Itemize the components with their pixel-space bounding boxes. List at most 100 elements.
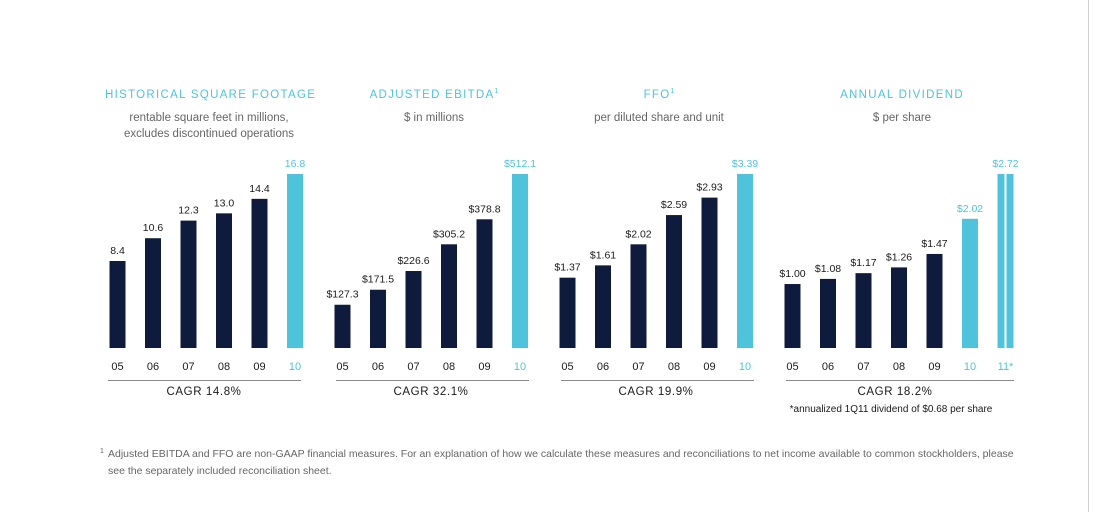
bar-value-label: $2.72 — [992, 158, 1018, 170]
bar-06 — [145, 238, 161, 348]
bar-value-label: $171.5 — [362, 274, 394, 286]
x-tick-label: 05 — [561, 361, 573, 373]
panel-ffo: FFO1 per diluted share and unit $1.37 05 $… — [554, 0, 763, 430]
x-tick-label: 05 — [111, 361, 123, 373]
ffo-chart: $1.37 05 $1.61 06 $2.02 07 $2.59 08 $2.93 09 $3.39… — [554, 158, 758, 373]
panel-adjusted-ebitda: ADJUSTED EBITDA1 $ in millions $127.3 05 $… — [326, 0, 538, 430]
footnote: 1 Adjusted EBITDA and FFO are non-GAAP f… — [100, 446, 1023, 480]
bar-value-label: $1.17 — [850, 257, 876, 269]
x-tick-label: 10 — [964, 361, 976, 373]
bar-value-label: $3.39 — [732, 158, 758, 170]
cagr-label: CAGR 18.2% — [857, 386, 933, 398]
cagr-label: CAGR 19.9% — [618, 386, 694, 398]
panel-title: HISTORICAL SQUARE FOOTAGE — [105, 89, 317, 101]
panel-annual-dividend: ANNUAL DIVIDEND $ per share $1.00 05 $1.08… — [779, 0, 1024, 430]
bar-value-label: 13.0 — [214, 197, 235, 209]
cagr-rule — [786, 380, 1014, 381]
x-tick-label: 10 — [739, 361, 751, 373]
bar-value-label: 12.3 — [178, 205, 199, 217]
x-tick-label: 09 — [478, 361, 490, 373]
bar-value-label: $305.2 — [433, 228, 465, 240]
bar-08 — [441, 244, 457, 348]
bar-value-label: $2.59 — [661, 199, 687, 211]
bar-value-label: $512.1 — [504, 158, 536, 170]
bar-value-label: $1.37 — [554, 262, 580, 274]
bar-value-label: $127.3 — [326, 289, 358, 301]
bar-value-label: $226.6 — [397, 255, 429, 267]
bar-08 — [666, 215, 682, 348]
bar-value-label: $2.93 — [696, 182, 722, 194]
bar-value-label: $1.26 — [886, 251, 912, 263]
annual-dividend-chart: $1.00 05 $1.08 06 $1.17 07 $1.26 08 $1.47 09 $2.02… — [779, 158, 1018, 373]
bar-06 — [595, 265, 611, 348]
bar-09 — [251, 198, 268, 348]
x-tick-label: 10 — [289, 361, 301, 373]
bar-10 — [287, 174, 303, 348]
x-tick-label: 08 — [218, 361, 230, 373]
panel-subtitle: per diluted share and unit — [555, 111, 763, 127]
right-edge-rule — [1088, 0, 1089, 512]
panel-title: FFO1 — [643, 88, 675, 101]
bar-value-label: $378.8 — [468, 203, 500, 215]
panel-subtitle-line: $ per share — [872, 112, 932, 124]
x-tick-label: 06 — [372, 361, 384, 373]
bar-value-label: $1.47 — [921, 238, 947, 250]
x-tick-label: 09 — [928, 361, 940, 373]
bar-06 — [820, 278, 836, 348]
x-tick-label: 09 — [253, 361, 265, 373]
footnote-ref: 1 — [494, 88, 499, 96]
bar-10 — [512, 174, 528, 348]
bar-value-label: 14.4 — [249, 183, 270, 195]
x-tick-label: 06 — [822, 361, 834, 373]
bar-05 — [559, 277, 576, 348]
x-tick-label: 07 — [407, 361, 419, 373]
bar-09 — [701, 197, 718, 348]
panel-subtitle-line: per diluted share and unit — [594, 112, 724, 124]
bar-07 — [855, 273, 872, 348]
bar-07 — [180, 220, 197, 348]
bar-06 — [370, 289, 386, 348]
x-tick-label: 11* — [998, 361, 1014, 373]
panel-subtitle-line: excludes discontinued operations — [123, 127, 295, 140]
x-tick-label: 07 — [182, 361, 194, 373]
cagr-rule — [108, 380, 301, 381]
bar-05 — [109, 261, 126, 348]
cagr-rule — [336, 380, 529, 381]
x-tick-label: 05 — [786, 361, 798, 373]
square-footage-chart: 8.4 05 10.6 06 12.3 07 13.0 08 14.4 09 16.8 10 — [109, 158, 305, 373]
bar-value-label: 8.4 — [110, 245, 125, 257]
bar-value-label: $2.02 — [957, 203, 983, 215]
x-tick-label: 05 — [336, 361, 348, 373]
bar-value-label: $1.08 — [815, 263, 841, 275]
dividend-note: *annualized 1Q11 dividend of $0.68 per s… — [789, 404, 993, 415]
bar-10 — [737, 174, 753, 348]
bar-stripe — [1004, 174, 1007, 348]
panel-title: ANNUAL DIVIDEND — [840, 89, 964, 101]
footnote-text: Adjusted EBITDA and FFO are non-GAAP fin… — [108, 448, 1014, 477]
panel-subtitle-line: $ in millions — [403, 112, 465, 124]
x-tick-label: 07 — [632, 361, 644, 373]
panel-subtitle: $ in millions — [330, 111, 538, 127]
panel-subtitle: rentable square feet in millions, exclud… — [105, 111, 313, 142]
bar-08 — [891, 267, 907, 348]
x-tick-label: 09 — [703, 361, 715, 373]
panel-title: ADJUSTED EBITDA1 — [369, 88, 499, 101]
bar-10 — [962, 218, 978, 348]
x-tick-label: 08 — [443, 361, 455, 373]
bar-07 — [405, 271, 422, 348]
cagr-rule — [561, 380, 754, 381]
x-tick-label: 06 — [597, 361, 609, 373]
x-tick-label: 10 — [514, 361, 526, 373]
panel-subtitle: $ per share — [780, 111, 1024, 127]
bar-09 — [476, 219, 493, 348]
panel-square-footage: HISTORICAL SQUARE FOOTAGE rentable squar… — [105, 0, 317, 430]
bar-09 — [926, 253, 943, 348]
footnote-ref: 1 — [670, 88, 675, 96]
cagr-label: CAGR 14.8% — [166, 386, 242, 398]
cagr-label: CAGR 32.1% — [393, 386, 469, 398]
x-tick-label: 08 — [893, 361, 905, 373]
bar-value-label: $1.61 — [590, 249, 616, 261]
footnote-mark: 1 — [100, 448, 104, 455]
bar-value-label: 10.6 — [143, 222, 164, 234]
